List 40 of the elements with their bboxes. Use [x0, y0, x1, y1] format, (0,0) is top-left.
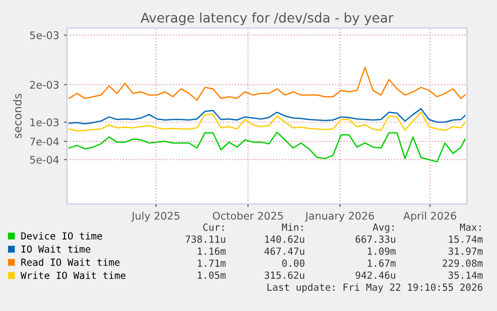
x-tick-label: October 2025	[212, 212, 283, 220]
text: 942.46u	[356, 271, 396, 279]
line-series	[68, 112, 466, 132]
text: Min:	[282, 223, 303, 231]
text: 1.67m	[368, 259, 396, 267]
y-tick-label: 2e-03	[30, 80, 59, 89]
chart-title: Average latency for /dev/sda - by year	[140, 12, 394, 26]
line-series	[68, 66, 466, 101]
y-tick-label: 5e-04	[30, 156, 59, 164]
text: 315.62u	[264, 271, 304, 279]
y-axis-title: seconds	[13, 94, 22, 138]
text: 15.74m	[449, 236, 483, 243]
line-series	[68, 108, 466, 124]
text: 140.62u	[265, 235, 304, 243]
text: 1.09m	[368, 247, 396, 255]
text: 35.14m	[448, 271, 483, 279]
text: Avg:	[372, 224, 394, 233]
text: 0.00	[282, 259, 304, 267]
x-tick-label: January 2026	[304, 212, 374, 222]
text: 31.97m	[448, 247, 483, 255]
y-tick-label: 7e-04	[30, 138, 59, 146]
legend-label: Device IO time	[21, 232, 102, 240]
y-tick-label: 5e-03	[30, 31, 59, 40]
legend-label: IO Wait time	[22, 245, 90, 253]
text: 1.71m	[198, 260, 226, 267]
legend-label: Write IO Wait time	[20, 272, 126, 280]
text: Last update: Fri May 22 19:10:55 2026	[267, 283, 482, 293]
text: 229.08m	[442, 259, 483, 267]
legend-label: Read IO Wait time	[21, 258, 120, 266]
y-tick-label: 1e-03	[30, 118, 59, 126]
text: 738.11u	[186, 235, 226, 243]
x-tick-label: July 2025	[131, 212, 180, 222]
text: 467.47u	[264, 247, 304, 255]
text: 667.33u	[356, 235, 396, 243]
x-tick-label: April 2026	[403, 212, 456, 222]
text: Max:	[460, 224, 481, 231]
text: 1.05m	[198, 271, 226, 279]
text: 1.16m	[198, 247, 226, 255]
line-series	[68, 132, 466, 162]
text: Cur:	[203, 223, 224, 231]
